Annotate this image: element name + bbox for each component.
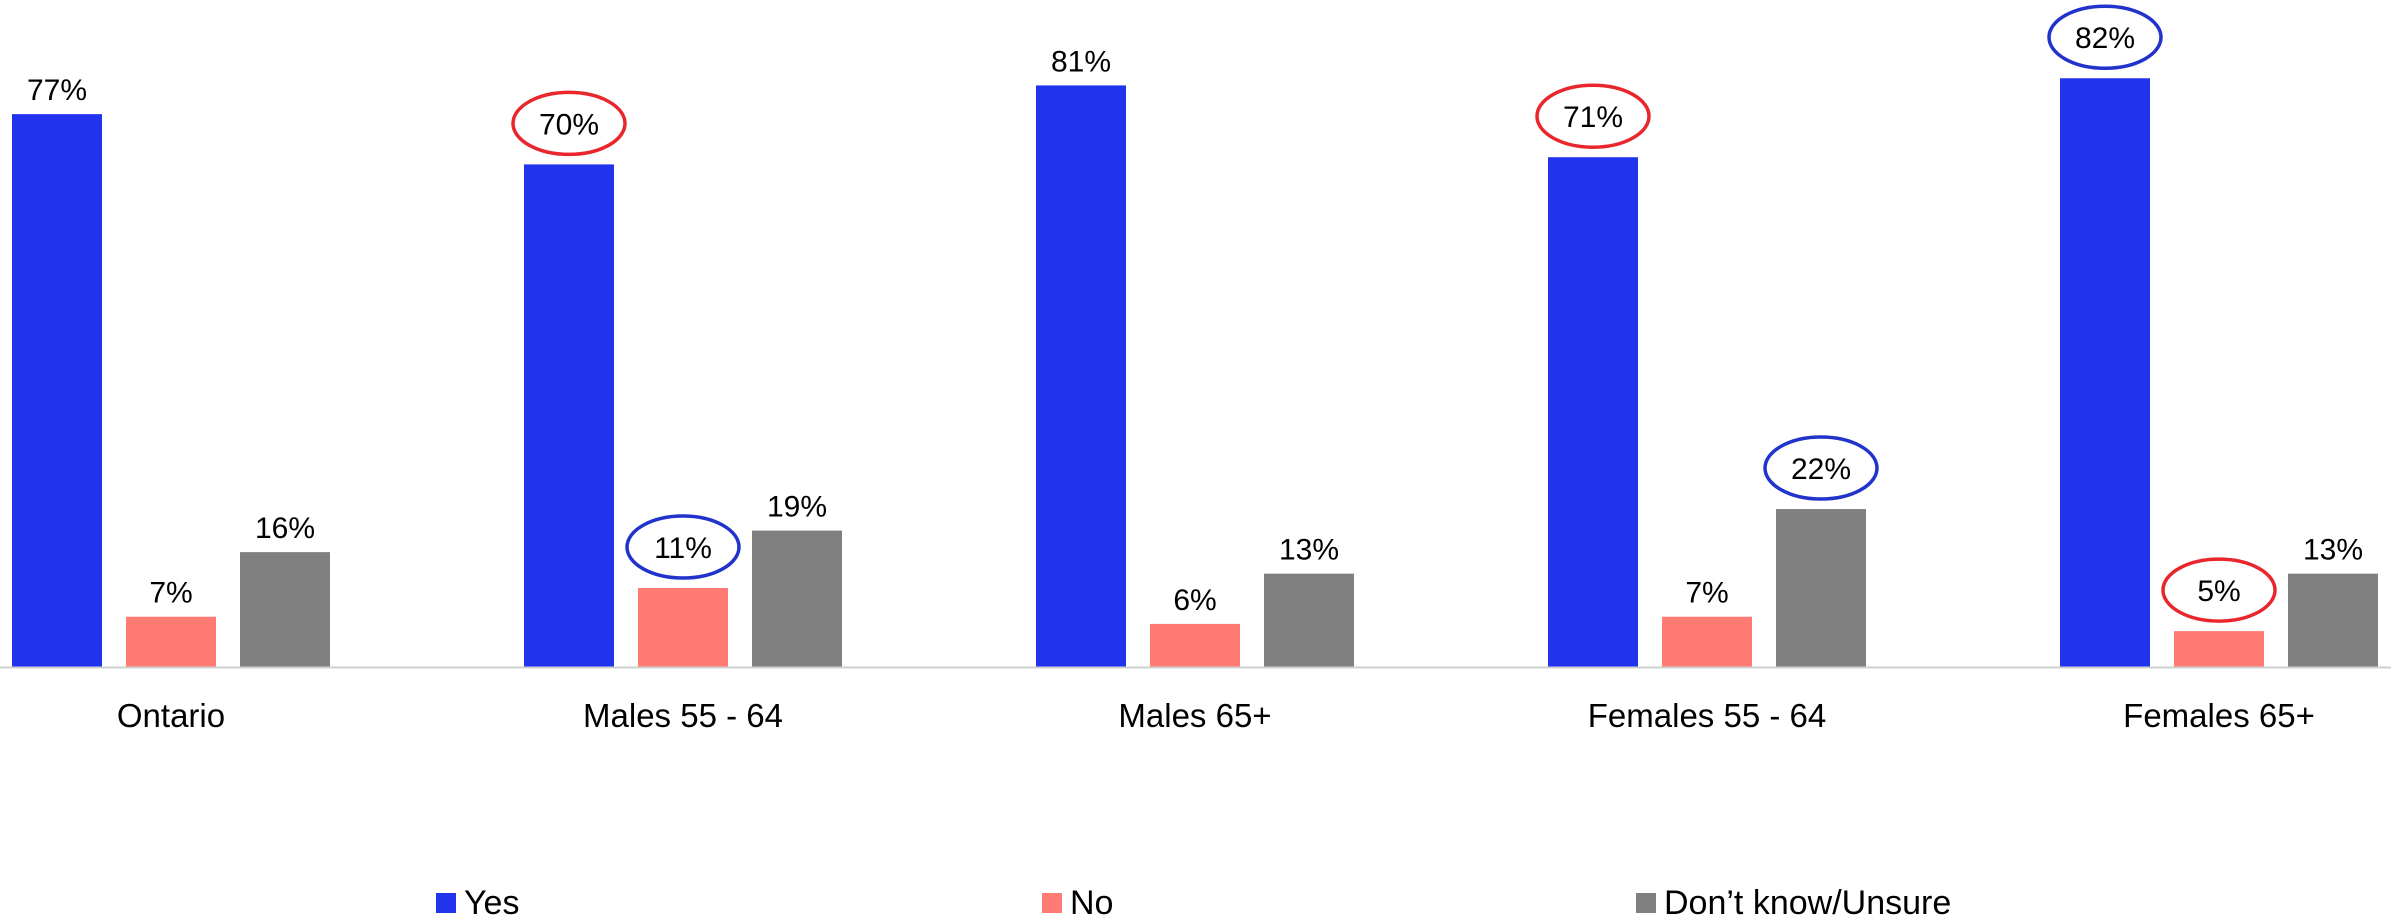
value-label-don-t-know-unsure-ontario: 16% (255, 512, 315, 545)
highlight-ovals-layer (511, 4, 2277, 623)
bar-no-ontario (126, 616, 216, 667)
highlight-oval-yes-males-55-64 (511, 90, 627, 157)
bar-yes-females-65 (2060, 78, 2150, 668)
bars-layer (12, 78, 2378, 668)
category-label-males-55-64: Males 55 - 64 (583, 697, 783, 734)
value-label-yes-females-65: 82% (2075, 22, 2135, 55)
value-label-don-t-know-unsure-males-55-64: 19% (767, 491, 827, 524)
bar-no-males-65 (1150, 623, 1240, 667)
highlight-oval-don-t-know-unsure-females-55-64 (1763, 435, 1879, 501)
bar-no-females-65 (2174, 631, 2264, 667)
bar-yes-males-65 (1036, 85, 1126, 668)
category-label-ontario: Ontario (117, 697, 225, 734)
highlight-oval-no-females-65 (2161, 557, 2277, 623)
category-label-males-65: Males 65+ (1118, 697, 1271, 734)
bar-yes-females-55-64 (1548, 157, 1638, 667)
bar-don-t-know-unsure-males-65 (1264, 573, 1354, 667)
value-label-no-females-65: 5% (2197, 575, 2240, 608)
value-label-don-t-know-unsure-males-65: 13% (1279, 534, 1339, 567)
highlight-oval-yes-females-55-64 (1535, 83, 1651, 149)
legend-label-yes: Yes (464, 884, 519, 922)
value-label-yes-males-65: 81% (1051, 45, 1111, 78)
bar-don-t-know-unsure-ontario (240, 552, 330, 667)
legend: Yes No Don’t know/Unsure (436, 884, 1951, 922)
value-label-no-females-55-64: 7% (1685, 577, 1728, 610)
value-label-yes-males-55-64: 70% (539, 108, 599, 141)
highlight-oval-no-males-55-64 (625, 514, 741, 580)
value-label-no-ontario: 7% (149, 577, 192, 610)
value-label-no-males-55-64: 11% (654, 532, 712, 565)
value-label-no-males-65: 6% (1173, 584, 1216, 617)
bar-don-t-know-unsure-males-55-64 (752, 530, 842, 667)
legend-swatch-yes (436, 893, 456, 913)
legend-label-no: No (1070, 884, 1113, 922)
value-label-yes-females-55-64: 71% (1563, 101, 1623, 134)
bar-no-females-55-64 (1662, 616, 1752, 667)
category-labels-layer: Ontario Males 55 - 64 Males 65+ Females 55 … (117, 697, 2315, 734)
bar-no-males-55-64 (638, 588, 728, 667)
value-labels-layer: 77% 7% 16% 70% 11% 19% 81% 6% 13% 71% 7% 22% 82% 5% 13… (27, 22, 2363, 617)
value-label-don-t-know-unsure-females-65: 13% (2303, 534, 2363, 567)
legend-swatch-no (1042, 893, 1062, 913)
highlight-oval-yes-females-65 (2047, 4, 2163, 70)
bar-don-t-know-unsure-females-65 (2288, 573, 2378, 667)
bar-yes-ontario (12, 114, 102, 667)
legend-item-no: No (1042, 884, 1113, 922)
value-label-yes-ontario: 77% (27, 74, 87, 107)
value-label-don-t-know-unsure-females-55-64: 22% (1791, 453, 1851, 486)
category-label-females-55-64: Females 55 - 64 (1588, 697, 1826, 734)
legend-label-don-t-know-unsure: Don’t know/Unsure (1664, 884, 1951, 922)
legend-item-don-t-know-unsure: Don’t know/Unsure (1636, 884, 1951, 922)
bar-yes-males-55-64 (524, 164, 614, 667)
bar-don-t-know-unsure-females-55-64 (1776, 509, 1866, 667)
legend-item-yes: Yes (436, 884, 519, 922)
category-label-females-65: Females 65+ (2123, 697, 2315, 734)
legend-swatch-don-t-know-unsure (1636, 893, 1656, 913)
